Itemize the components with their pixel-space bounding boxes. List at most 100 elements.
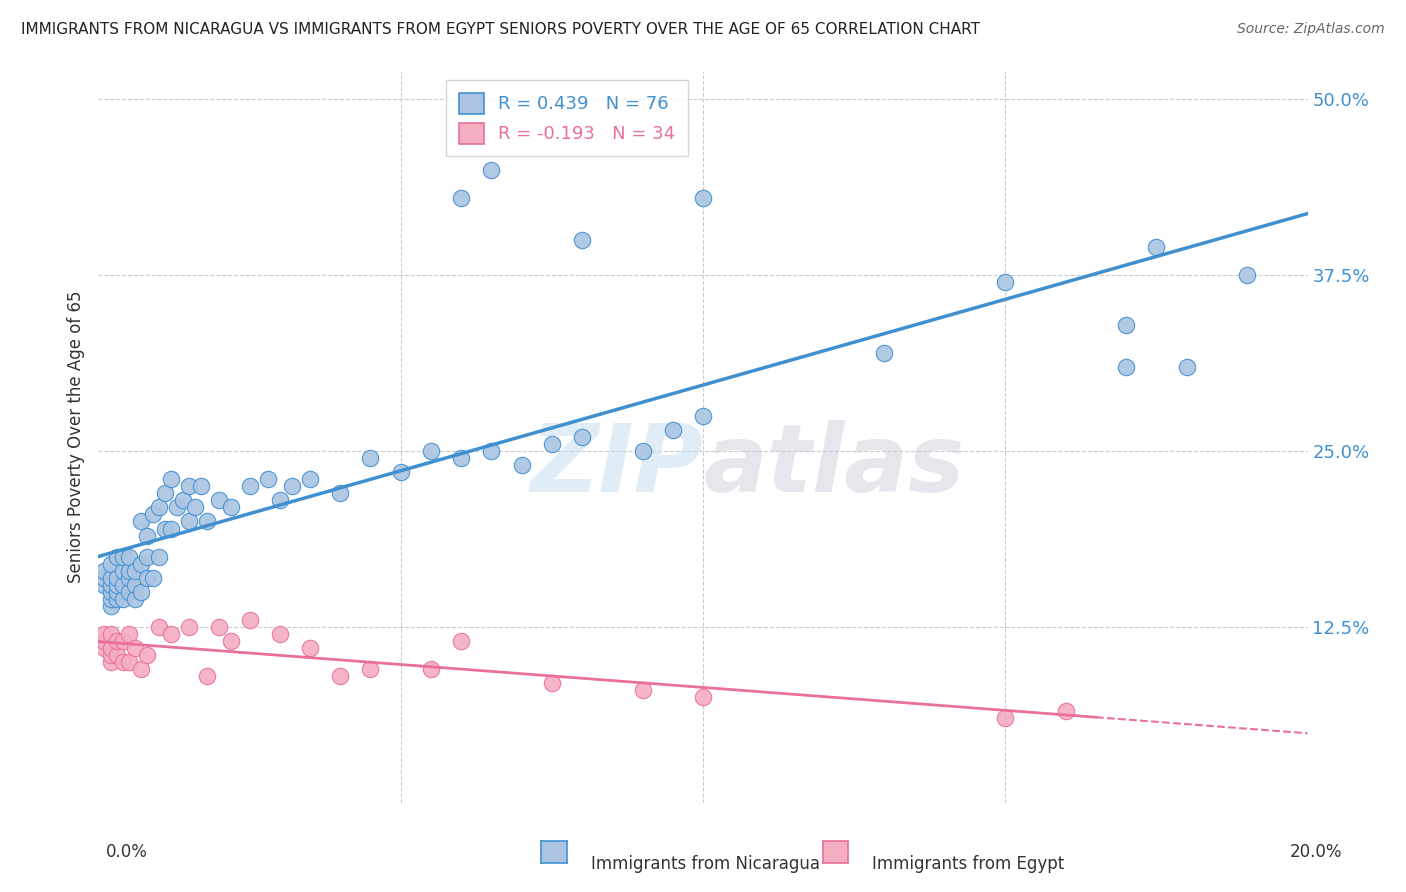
- Point: [100, 571, 122, 585]
- Point: [93, 627, 115, 641]
- Point: [1054, 705, 1077, 719]
- Point: [105, 634, 128, 648]
- Point: [153, 486, 176, 500]
- Point: [105, 571, 128, 585]
- Point: [148, 620, 170, 634]
- Point: [142, 571, 165, 585]
- Point: [148, 500, 170, 515]
- Point: [540, 676, 562, 690]
- Point: [179, 620, 201, 634]
- Point: [299, 641, 322, 656]
- Point: [239, 613, 262, 627]
- Point: [135, 549, 157, 564]
- Point: [111, 655, 134, 669]
- Point: [190, 479, 212, 493]
- Point: [93, 578, 115, 592]
- Point: [420, 662, 443, 676]
- Point: [129, 662, 152, 676]
- Text: IMMIGRANTS FROM NICARAGUA VS IMMIGRANTS FROM EGYPT SENIORS POVERTY OVER THE AGE : IMMIGRANTS FROM NICARAGUA VS IMMIGRANTS …: [21, 22, 980, 37]
- Point: [105, 648, 128, 662]
- Point: [481, 444, 503, 458]
- Point: [179, 515, 201, 529]
- Point: [873, 345, 896, 359]
- Point: [129, 584, 152, 599]
- Point: [100, 655, 122, 669]
- Point: [118, 549, 141, 564]
- Point: [299, 472, 322, 486]
- Point: [100, 599, 122, 613]
- Point: [93, 641, 115, 656]
- Text: 20.0%: 20.0%: [1291, 843, 1343, 861]
- Point: [195, 669, 218, 683]
- Point: [135, 528, 157, 542]
- Point: [329, 486, 352, 500]
- Point: [111, 634, 134, 648]
- Point: [631, 444, 654, 458]
- Point: [221, 634, 243, 648]
- Point: [93, 634, 115, 648]
- Point: [105, 549, 128, 564]
- Point: [118, 627, 141, 641]
- Point: [111, 564, 134, 578]
- Point: [100, 578, 122, 592]
- Point: [994, 276, 1017, 290]
- Point: [208, 493, 231, 508]
- Point: [142, 508, 165, 522]
- Point: [111, 591, 134, 606]
- Point: [100, 648, 122, 662]
- Point: [100, 584, 122, 599]
- Point: [208, 620, 231, 634]
- Point: [100, 557, 122, 571]
- Point: [129, 557, 152, 571]
- Point: [129, 515, 152, 529]
- Point: [389, 465, 412, 479]
- Text: Source: ZipAtlas.com: Source: ZipAtlas.com: [1237, 22, 1385, 37]
- Point: [135, 648, 157, 662]
- Point: [111, 549, 134, 564]
- Point: [195, 515, 218, 529]
- Y-axis label: Seniors Poverty Over the Age of 65: Seniors Poverty Over the Age of 65: [66, 291, 84, 583]
- Point: [111, 578, 134, 592]
- Text: Immigrants from Egypt: Immigrants from Egypt: [872, 855, 1064, 872]
- Point: [360, 662, 382, 676]
- Point: [692, 191, 714, 205]
- Point: [510, 458, 533, 473]
- Point: [269, 493, 291, 508]
- Point: [329, 669, 352, 683]
- Text: Immigrants from Nicaragua: Immigrants from Nicaragua: [591, 855, 820, 872]
- Point: [1115, 318, 1137, 332]
- Point: [481, 162, 503, 177]
- Point: [994, 711, 1017, 725]
- Point: [160, 472, 183, 486]
- Point: [571, 430, 593, 444]
- Point: [450, 451, 472, 466]
- Point: [281, 479, 304, 493]
- Point: [118, 655, 141, 669]
- Point: [1236, 268, 1258, 283]
- Point: [239, 479, 262, 493]
- Point: [1115, 359, 1137, 374]
- Point: [360, 451, 382, 466]
- Point: [100, 641, 122, 656]
- Text: ZIP: ZIP: [530, 420, 703, 512]
- Point: [124, 591, 146, 606]
- Text: atlas: atlas: [703, 420, 965, 512]
- Point: [256, 472, 278, 486]
- Point: [93, 571, 115, 585]
- Point: [124, 564, 146, 578]
- Point: [631, 683, 654, 698]
- Point: [118, 564, 141, 578]
- Point: [100, 591, 122, 606]
- Point: [105, 591, 128, 606]
- Point: [420, 444, 443, 458]
- Point: [692, 690, 714, 705]
- Point: [100, 627, 122, 641]
- Point: [172, 493, 194, 508]
- Point: [661, 423, 683, 437]
- Legend: R = 0.439   N = 76, R = -0.193   N = 34: R = 0.439 N = 76, R = -0.193 N = 34: [446, 80, 688, 156]
- Point: [221, 500, 243, 515]
- Point: [105, 584, 128, 599]
- Text: 0.0%: 0.0%: [105, 843, 148, 861]
- Point: [692, 409, 714, 423]
- Point: [184, 500, 207, 515]
